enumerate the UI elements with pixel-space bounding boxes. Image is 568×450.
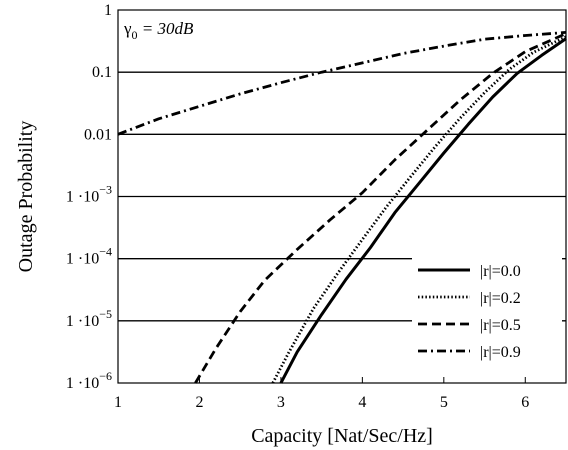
series-line-2 xyxy=(194,32,567,384)
x-tick-label: 4 xyxy=(358,394,366,411)
y-tick-label: 0.1 xyxy=(92,64,112,81)
x-tick-label: 6 xyxy=(521,394,529,411)
legend-background xyxy=(412,258,562,376)
legend: |r|=0.0 |r|=0.2 |r|=0.5 |r|=0.9 xyxy=(412,258,562,376)
series-line-3 xyxy=(117,31,567,136)
x-axis-title: Capacity [Nat/Sec/Hz] xyxy=(251,425,433,447)
y-tick-exponent: −3 xyxy=(99,183,112,197)
y-axis-title: Outage Probability xyxy=(15,121,37,273)
y-tick-label: 1 ·10−3 xyxy=(66,183,112,206)
y-tick-label: 1 ·10−5 xyxy=(66,307,112,330)
axis-ticks xyxy=(117,377,526,383)
annotation-symbol: γ xyxy=(123,19,132,38)
y-tick-label: 1 ·10−4 xyxy=(66,245,112,268)
x-tick-label: 2 xyxy=(195,394,203,411)
legend-label-3: |r|=0.9 xyxy=(480,344,521,361)
legend-label-2: |r|=0.5 xyxy=(480,317,521,334)
legend-label-1: |r|=0.2 xyxy=(480,290,521,307)
gamma-annotation: γ0 = 30dB xyxy=(123,19,194,42)
plot-frame xyxy=(117,9,567,384)
annotation-subscript: 0 xyxy=(132,28,138,42)
x-tick-label: 1 xyxy=(114,394,122,411)
legend-label-0: |r|=0.0 xyxy=(480,263,521,280)
series-lines xyxy=(117,31,567,384)
y-tick-exponent: −6 xyxy=(99,369,112,383)
y-tick-label: 0.01 xyxy=(84,126,112,143)
y-tick-label: 1 xyxy=(104,2,112,19)
y-tick-exponent: −5 xyxy=(99,307,112,321)
x-tick-label: 5 xyxy=(440,394,448,411)
annotation-value: = 30dB xyxy=(138,19,194,38)
x-tick-label: 3 xyxy=(277,394,285,411)
y-tick-label: 1 ·10−6 xyxy=(66,369,112,392)
y-tick-exponent: −4 xyxy=(99,245,112,259)
series-line-0 xyxy=(279,37,567,384)
